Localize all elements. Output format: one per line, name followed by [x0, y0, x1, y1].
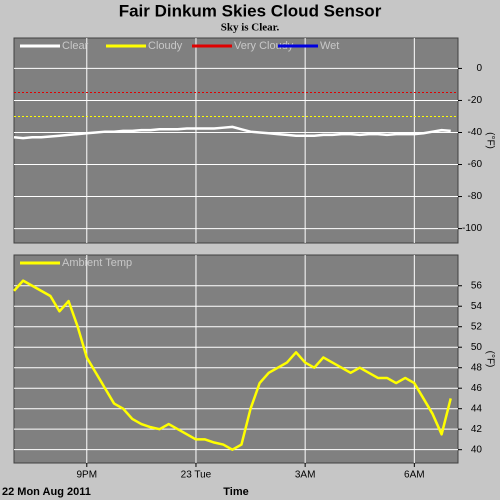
y-tick-label: 48: [471, 362, 483, 373]
x-tick-label: 23 Tue: [181, 470, 212, 481]
y-tick-label: 46: [471, 383, 483, 394]
y-tick-label: -40: [468, 127, 483, 138]
x-axis-label: Time: [223, 486, 248, 498]
legend-label: Cloudy: [148, 40, 183, 52]
y-tick-label: -60: [468, 159, 483, 170]
x-tick-label: 6AM: [404, 470, 425, 481]
legend-label: Ambient Temp: [62, 257, 132, 269]
y-tick-label: 44: [471, 403, 483, 414]
x-tick-label: 9PM: [77, 470, 98, 481]
y-tick-label: 54: [471, 301, 483, 312]
y-tick-label: 56: [471, 280, 483, 291]
legend-label: Wet: [320, 40, 339, 52]
legend-label: Very Cloudy: [234, 40, 294, 52]
y-tick-label: 50: [471, 342, 483, 353]
chart-subtitle: Sky is Clear.: [221, 22, 280, 34]
plot-area: [13, 37, 459, 244]
y-tick-label: 0: [476, 63, 482, 74]
y-tick-label: 42: [471, 424, 483, 435]
series-line: [13, 279, 452, 451]
y-tick-label: 52: [471, 321, 483, 332]
y-axis-label: (°F): [484, 132, 495, 149]
y-tick-label: -100: [462, 223, 482, 234]
y-tick-label: -80: [468, 191, 483, 202]
y-axis-label: (°F): [484, 351, 495, 368]
legend-label: Clear: [62, 40, 89, 52]
date-label: 22 Mon Aug 2011: [2, 486, 91, 498]
y-tick-label: -20: [468, 95, 483, 106]
chart-title: Fair Dinkum Skies Cloud Sensor: [119, 1, 382, 20]
y-tick-label: 40: [471, 444, 483, 455]
x-tick-label: 3AM: [295, 470, 316, 481]
series-line: [13, 125, 451, 140]
